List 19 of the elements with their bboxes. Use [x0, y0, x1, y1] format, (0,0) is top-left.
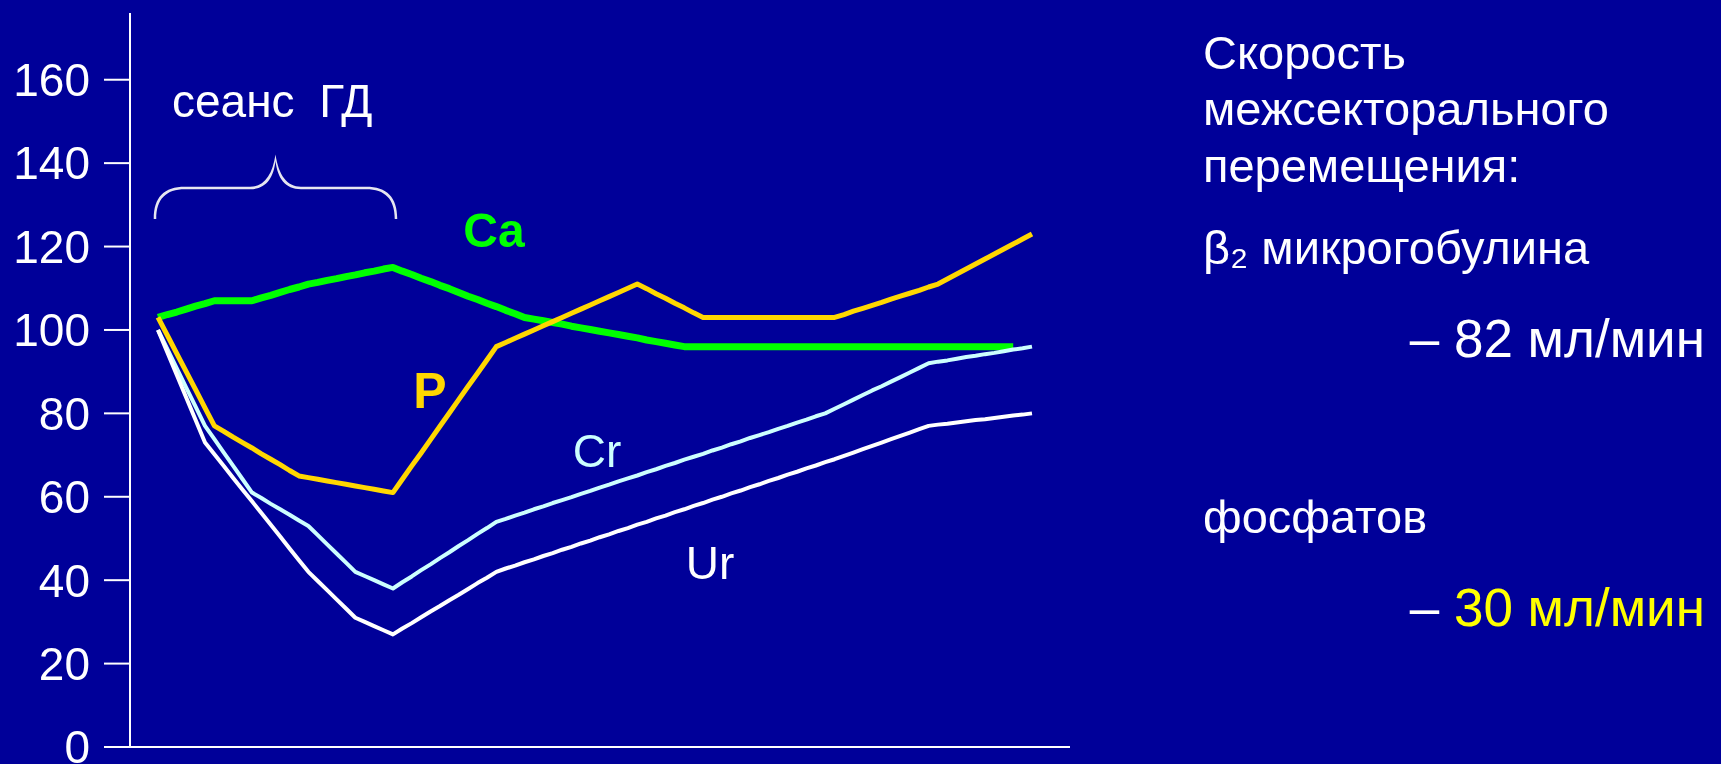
y-tick-label: 0: [64, 721, 90, 764]
y-tick-label: 60: [38, 471, 90, 524]
series-label: P: [413, 363, 447, 419]
text: – 30 мл/мин: [1409, 577, 1705, 637]
y-tick-label: 140: [13, 137, 90, 190]
y-tick-label: 20: [38, 637, 90, 690]
annotation: сеанс ГД: [172, 75, 373, 128]
text: – 82 мл/мин: [1409, 308, 1705, 369]
y-tick-label: 120: [13, 220, 90, 273]
text: фосфатов: [1203, 488, 1428, 545]
y-tick-label: 160: [13, 54, 90, 107]
text: β₂ микрогобулина: [1203, 219, 1590, 276]
series-label: Ca: [463, 204, 525, 257]
y-tick-label: 40: [38, 554, 90, 607]
series-label: Ur: [685, 537, 735, 589]
y-tick-label: 100: [13, 304, 90, 357]
y-tick-label: 80: [38, 387, 90, 440]
text: Скорость межсекторального перемещения:: [1203, 24, 1610, 194]
series-label: Cr: [572, 425, 622, 477]
